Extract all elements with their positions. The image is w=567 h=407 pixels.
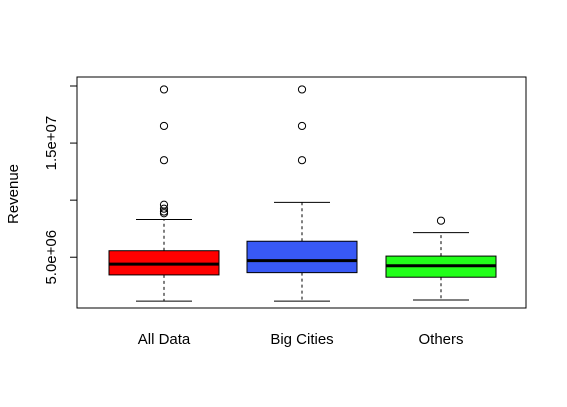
x-axis: All Data Big Cities Others xyxy=(138,331,464,348)
y-tick-label: 5.0e+06 xyxy=(43,230,60,285)
outlier-point xyxy=(159,85,169,94)
y-tick-label: 1.5e+07 xyxy=(43,116,60,171)
plot-frame xyxy=(76,76,527,309)
box-all-data xyxy=(108,85,220,302)
y-axis-label: Revenue xyxy=(5,164,22,224)
box-others xyxy=(385,216,497,301)
x-tick-label: All Data xyxy=(138,331,191,348)
x-tick-label: Big Cities xyxy=(270,331,333,348)
iqr-box xyxy=(246,240,358,274)
outlier-point xyxy=(159,156,169,165)
box-big-cities xyxy=(246,85,358,302)
outlier-point xyxy=(159,209,169,218)
outlier-point xyxy=(297,156,307,165)
x-tick-label: Others xyxy=(418,331,463,348)
outlier-point xyxy=(159,121,169,131)
outlier-point xyxy=(297,85,307,94)
y-axis: 5.0e+06 1.5e+07 xyxy=(43,85,77,285)
outlier-point xyxy=(159,204,169,213)
outlier-point xyxy=(436,216,446,225)
boxplot-marks xyxy=(108,85,497,302)
outlier-point xyxy=(297,121,307,131)
